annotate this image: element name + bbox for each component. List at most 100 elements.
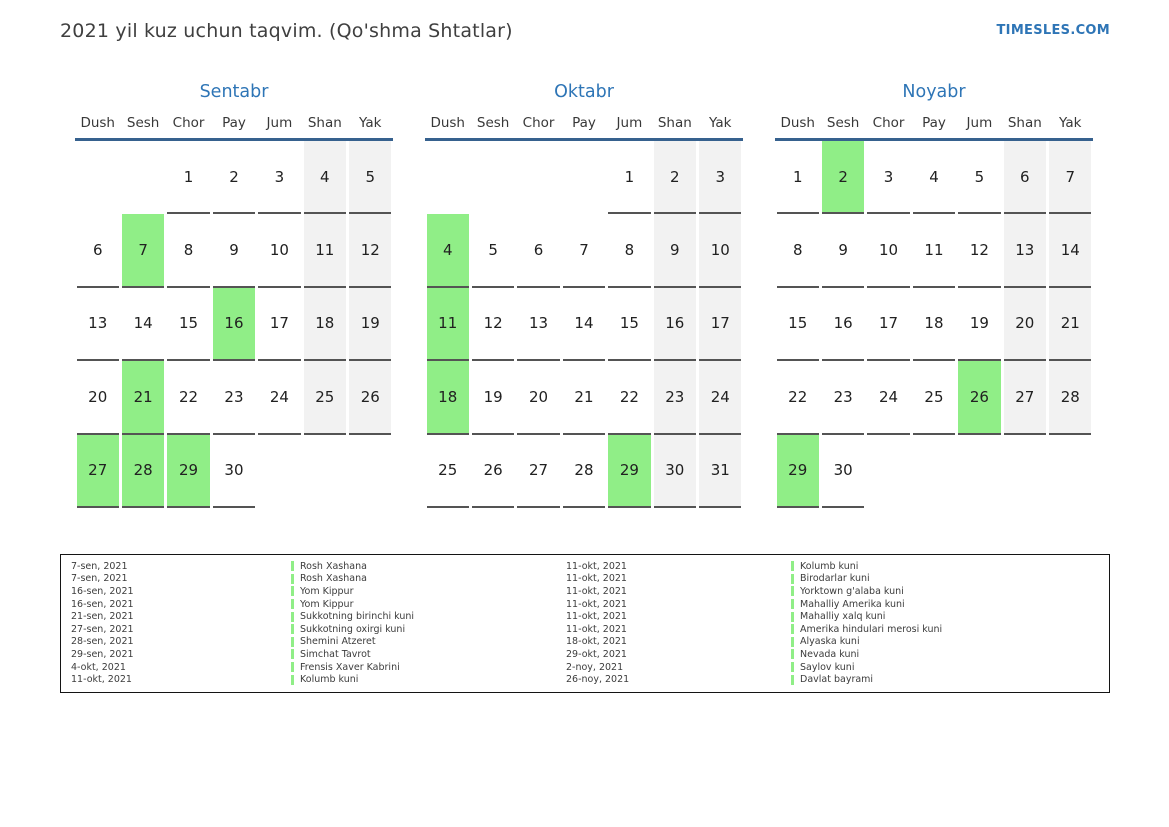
empty-cell [257, 435, 302, 508]
day-cell: 4 [425, 214, 470, 288]
day-cell: 20 [1002, 287, 1047, 362]
day-number: 7 [121, 214, 165, 288]
holiday-marker-bar [791, 599, 794, 610]
day-cell: 2 [211, 141, 256, 215]
holiday-date: 11-okt, 2021 [566, 560, 627, 572]
legend-row: 21-sen, 2021 Sukkotning birinchi kuni 11-o… [71, 610, 1109, 623]
empty-cell-inner [304, 435, 346, 508]
holiday-date: 7-sen, 2021 [71, 560, 128, 572]
day-number: 25 [426, 435, 469, 508]
day-number: 15 [776, 288, 819, 362]
day-number: 23 [212, 361, 256, 435]
holiday-date: 21-sen, 2021 [71, 611, 134, 623]
day-cell: 12 [957, 214, 1002, 288]
day-cell: 2 [652, 141, 697, 215]
month-grid: 1 2 3 4 5 6 7 8 9 10 11 12 13 14 15 16 17 18 19 20 21 22 23 24 2… [425, 141, 743, 508]
empty-cell [425, 141, 470, 214]
day-cell: 29 [775, 434, 820, 508]
day-cell: 21 [120, 361, 165, 435]
day-number: 24 [258, 361, 301, 435]
day-number: 18 [303, 287, 347, 362]
empty-cell [866, 435, 911, 508]
weekday-label: Pay [222, 115, 246, 131]
month-title: Noyabr [902, 82, 966, 102]
weekday-label: Jum [266, 115, 293, 131]
day-number: 8 [167, 214, 210, 288]
day-number: 19 [349, 287, 392, 362]
holiday-date: 29-okt, 2021 [566, 648, 627, 660]
day-cell: 7 [561, 214, 606, 288]
empty-cell [516, 141, 561, 214]
weekday-label: Dush [430, 115, 465, 131]
legend-row: 7-sen, 2021 Rosh Xashana 11-okt, 2021 Birod… [71, 573, 1109, 586]
empty-cell-inner [258, 435, 300, 508]
day-number: 12 [471, 288, 515, 362]
holiday-date: 16-sen, 2021 [71, 598, 134, 610]
holiday-name-label: Sukkotning birinchi kuni [300, 611, 415, 623]
day-number: 10 [699, 214, 742, 288]
holiday-date: 11-okt, 2021 [566, 585, 627, 597]
holiday-name-label: Rosh Xashana [300, 560, 367, 572]
day-number: 9 [212, 214, 256, 288]
day-cell: 19 [470, 361, 515, 435]
day-number: 16 [653, 287, 697, 362]
day-cell: 29 [166, 434, 211, 508]
month-oktabr: Oktabr Dush Sesh Chor Pay Jum Shan Yak 1 2 3 4 5 6 7 8 9… [425, 82, 743, 508]
holiday-date: 18-okt, 2021 [566, 636, 627, 648]
empty-cell [1048, 435, 1093, 508]
day-cell: 5 [348, 141, 393, 215]
day-number: 15 [608, 288, 651, 362]
holiday-date: 29-sen, 2021 [71, 648, 134, 660]
empty-cell-inner [1004, 435, 1046, 508]
weekday-label: Dush [780, 115, 815, 131]
day-number: 30 [653, 434, 697, 508]
day-cell: 5 [470, 214, 515, 288]
day-number: 6 [517, 214, 560, 288]
day-number: 14 [562, 288, 606, 362]
day-cell: 20 [516, 361, 561, 435]
holiday-marker-bar [791, 611, 794, 622]
empty-cell-inner [517, 141, 559, 214]
page-title: 2021 yil kuz uchun taqvim. (Qo'shma Shta… [60, 20, 513, 42]
day-number: 17 [258, 288, 301, 362]
empty-cell [911, 435, 956, 508]
holiday-name-label: Rosh Xashana [300, 573, 367, 585]
day-number: 11 [303, 214, 347, 288]
day-number: 25 [303, 361, 347, 435]
weekday-label: Yak [709, 115, 732, 131]
day-cell: 2 [820, 141, 865, 215]
weekday-label: Dush [80, 115, 115, 131]
holiday-marker-bar [291, 649, 294, 660]
holiday-marker-bar [291, 561, 294, 572]
empty-cell [470, 141, 515, 214]
holiday-marker-bar [791, 649, 794, 660]
day-cell: 18 [302, 287, 347, 362]
day-number: 17 [867, 288, 910, 362]
day-number: 11 [426, 287, 469, 362]
site-link[interactable]: TIMESLES.COM [996, 23, 1110, 38]
day-number: 1 [608, 141, 651, 215]
month-title: Oktabr [554, 82, 614, 102]
weekday-label: Chor [522, 115, 555, 131]
holiday-name: Sukkotning birinchi kuni [291, 611, 566, 622]
weekday-label: Sesh [826, 115, 860, 131]
day-cell: 15 [607, 288, 652, 362]
weekday-label: Chor [172, 115, 205, 131]
day-number: 23 [653, 361, 697, 435]
day-cell: 10 [698, 214, 743, 288]
day-cell: 9 [211, 214, 256, 288]
day-cell: 31 [698, 434, 743, 508]
holiday-name-label: Kolumb kuni [800, 560, 859, 572]
day-number: 30 [821, 435, 865, 508]
day-number: 13 [517, 288, 560, 362]
holiday-name: Simchat Tavrot [291, 649, 566, 660]
holiday-marker-bar [291, 636, 294, 647]
empty-cell-inner [913, 435, 955, 508]
day-cell: 24 [257, 361, 302, 435]
day-cell: 22 [166, 361, 211, 435]
day-cell: 3 [698, 141, 743, 215]
day-number: 19 [471, 361, 515, 435]
day-number: 3 [867, 141, 910, 215]
holiday-date: 11-okt, 2021 [566, 573, 627, 585]
day-cell: 16 [652, 287, 697, 362]
